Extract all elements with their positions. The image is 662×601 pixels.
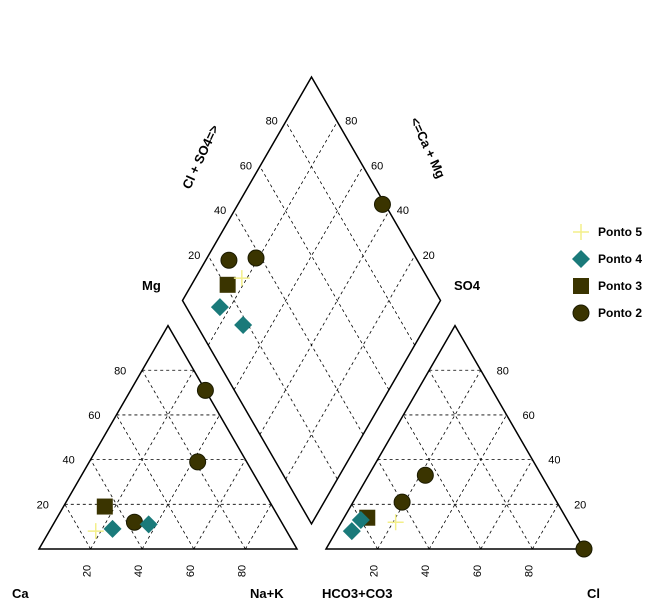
data-points [87, 195, 593, 558]
diamond-grid-m-40 [259, 210, 390, 435]
tick-diamond-right-20: 20 [423, 250, 435, 262]
cation-grid-ca-40 [116, 414, 195, 550]
cation-grid-ca-80 [64, 504, 91, 550]
tick-diamond-left-20: 20 [188, 250, 200, 262]
tick-ca-20: 80 [236, 565, 248, 577]
cation-grid-na-60 [193, 459, 246, 550]
legend-marker-ponto-3 [573, 278, 589, 294]
diamond-grid-m-60 [233, 166, 364, 391]
legend-label-ponto-5: Ponto 5 [598, 225, 642, 239]
tick-so4-60: 60 [522, 410, 534, 422]
tick-cl-80: 80 [523, 565, 535, 577]
ponto-5-diamond-point-0 [233, 270, 250, 287]
ponto-2-anion-point-1 [416, 466, 434, 484]
tick-cl-60: 60 [472, 565, 484, 577]
ponto-3-cation-point-0 [96, 498, 113, 515]
diamond-grid-c-60 [259, 166, 390, 391]
label-nak: Na+K [250, 586, 284, 601]
anion-grid-cl-80 [532, 504, 559, 550]
diamond-grid-c-40 [233, 210, 364, 435]
legend: Ponto 5 Ponto 4 Ponto 3 Ponto 2 [572, 224, 642, 322]
ponto-4-diamond-point-0 [210, 298, 229, 317]
label-hco3: HCO3+CO3 [322, 586, 392, 601]
tick-diamond-left-80: 80 [266, 116, 278, 128]
tick-diamond-right-80: 80 [345, 116, 357, 128]
ponto-2-diamond-point-2 [373, 195, 391, 213]
cation-triangle [37, 324, 299, 550]
label-mg: Mg [142, 278, 161, 293]
diamond-grid-m-80 [207, 121, 338, 346]
legend-marker-ponto-4 [572, 250, 590, 268]
tick-so4-20: 20 [574, 499, 586, 511]
diagram-frames [37, 75, 586, 550]
ponto-2-diamond-point-1 [247, 249, 265, 267]
anion-grid-hco3-80 [351, 504, 378, 550]
tick-mg-80: 80 [114, 365, 126, 377]
anion-grid-hco3-60 [377, 459, 430, 550]
tick-labels: 20 20 80 20 20 20 40 40 60 40 40 40 60 60 40 60 60 60 80 80… [37, 116, 587, 577]
ponto-2-anion-point-2 [575, 540, 593, 558]
anion-grid-cl-60 [480, 459, 533, 550]
anion-grid-hco3-40 [403, 414, 482, 550]
ponto-4-cation-point-1 [139, 515, 158, 534]
diamond-grid-c-20 [207, 255, 338, 480]
tick-ca-80: 20 [82, 565, 94, 577]
legend-label-ponto-3: Ponto 3 [598, 279, 642, 293]
anion-triangle [324, 324, 586, 550]
diamond-grid-m-20 [285, 255, 416, 480]
tick-mg-40: 40 [62, 455, 74, 467]
diamond-field [181, 75, 442, 526]
label-so4: SO4 [454, 278, 481, 293]
ponto-2-cation-point-2 [189, 453, 207, 471]
diamond-grid-c-80 [285, 121, 416, 346]
ponto-3-diamond-point-0 [219, 276, 236, 293]
legend-marker-ponto-5 [573, 224, 589, 240]
tick-diamond-left-60: 60 [240, 160, 252, 172]
anion-grid-cl-40 [428, 414, 507, 550]
tick-so4-80: 80 [497, 365, 509, 377]
tick-ca-60: 40 [133, 565, 145, 577]
cation-grid-na-40 [141, 414, 220, 550]
grid-lines [64, 121, 559, 550]
ponto-2-cation-point-0 [125, 513, 143, 531]
tick-mg-60: 60 [88, 410, 100, 422]
label-ca: Ca [12, 586, 29, 601]
ponto-4-anion-point-1 [351, 510, 370, 529]
tick-mg-20: 20 [37, 499, 49, 511]
tick-diamond-right-40: 40 [397, 205, 409, 217]
cation-grid-ca-60 [90, 459, 143, 550]
ponto-2-anion-point-0 [393, 493, 411, 511]
ponto-4-anion-point-0 [342, 522, 361, 541]
ponto-4-cation-point-0 [103, 519, 122, 538]
tick-so4-40: 40 [548, 455, 560, 467]
tick-ca-40: 60 [185, 565, 197, 577]
label-cl-so4-axis: Cl + SO4=> [179, 122, 222, 191]
ponto-4-diamond-point-1 [234, 316, 253, 335]
axis-labels: Ca Na+K Mg HCO3+CO3 Cl SO4 Cl + SO4=> <=… [12, 115, 600, 601]
label-ca-mg-axis: <=Ca + Mg [407, 115, 448, 181]
tick-cl-20: 20 [369, 565, 381, 577]
ponto-2-cation-point-1 [196, 381, 214, 399]
tick-cl-40: 40 [420, 565, 432, 577]
ponto-2-diamond-point-0 [220, 251, 238, 269]
label-cl: Cl [587, 586, 600, 601]
legend-label-ponto-2: Ponto 2 [598, 306, 642, 320]
legend-marker-ponto-2 [572, 304, 590, 322]
cation-grid-na-80 [245, 504, 272, 550]
ponto-5-cation-point-0 [87, 523, 104, 540]
tick-diamond-left-40: 40 [214, 205, 226, 217]
legend-label-ponto-4: Ponto 4 [598, 252, 642, 266]
tick-diamond-right-60: 60 [371, 160, 383, 172]
ponto-5-anion-point-0 [387, 514, 404, 531]
